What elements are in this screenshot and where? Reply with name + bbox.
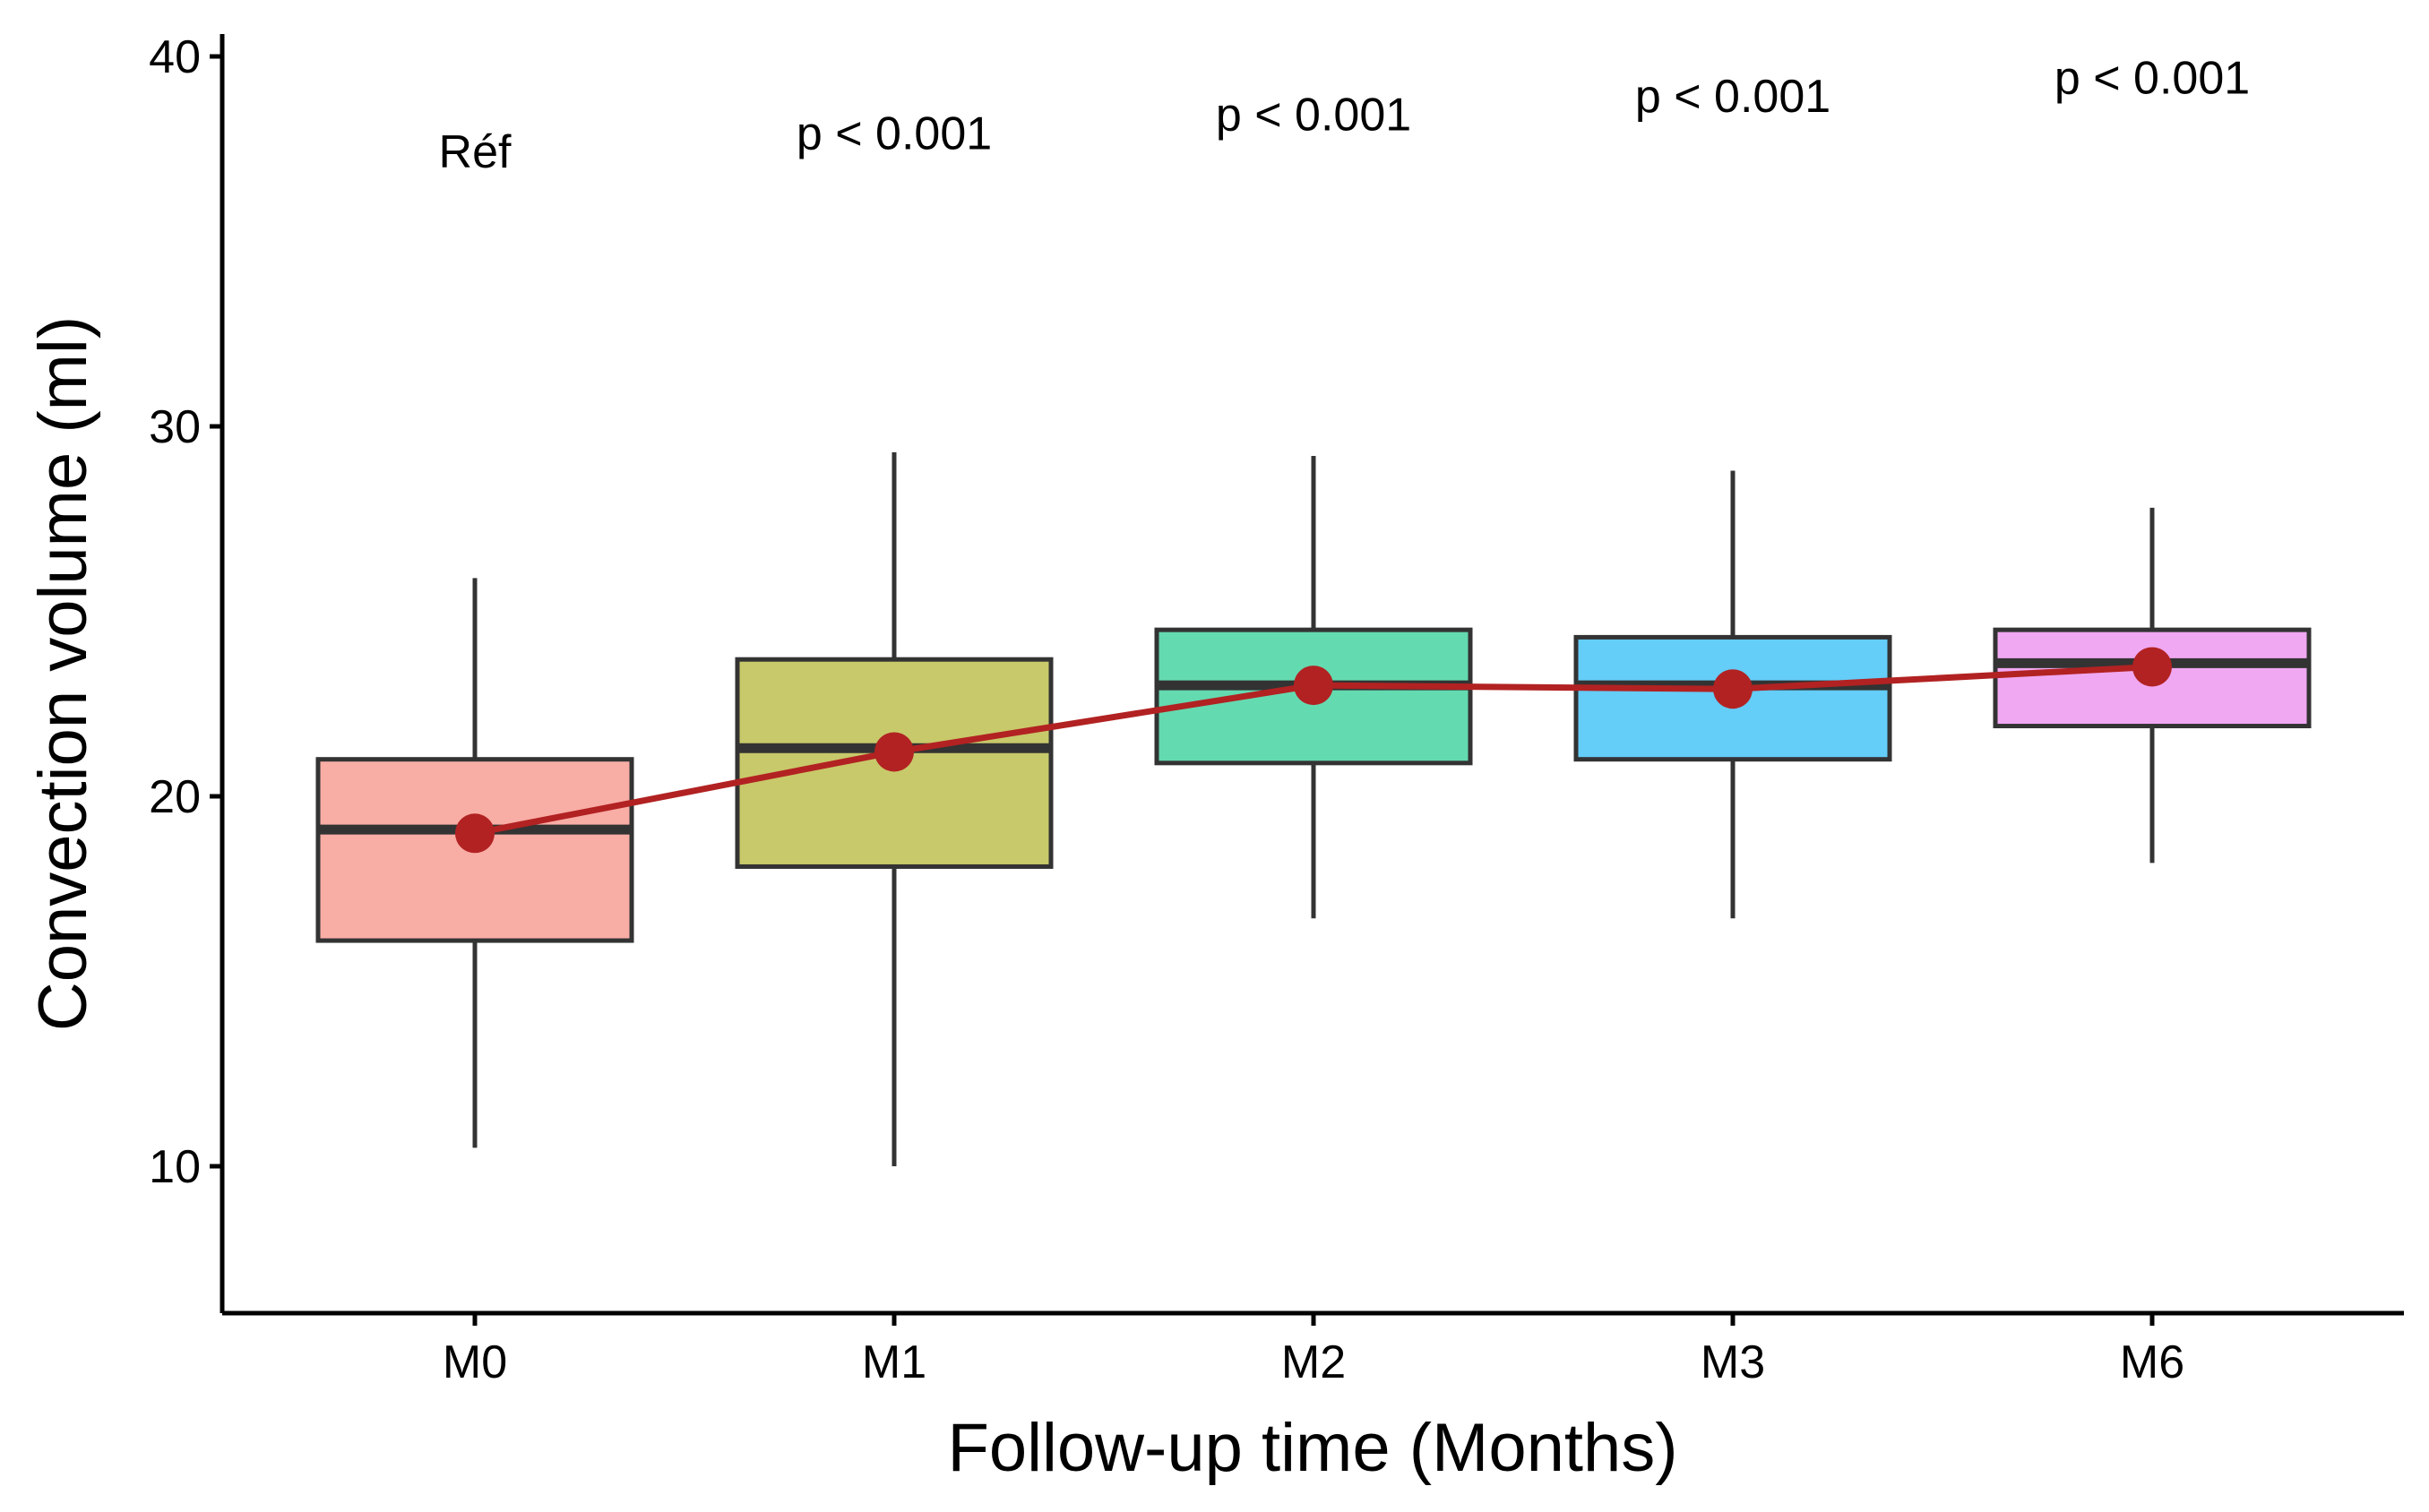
p-value-annotation: p < 0.001: [1216, 90, 1411, 142]
y-tick-label: 30: [149, 401, 201, 453]
p-value-annotation: p < 0.001: [797, 107, 992, 159]
mean-point: [455, 813, 495, 854]
y-tick-label: 40: [149, 31, 201, 83]
x-axis-title: Follow-up time (Months): [947, 1410, 1677, 1486]
mean-point: [874, 732, 914, 772]
plot-area: Réf p < 0.001 p < 0.001 p < 0.001 p < 0.001: [315, 52, 2312, 1166]
x-tick-label: M6: [2120, 1336, 2184, 1388]
p-value-annotation: Réf: [439, 126, 512, 178]
y-tick-label: 20: [149, 771, 201, 823]
mean-point: [1713, 669, 1753, 709]
y-axis-ticks: 10 20 30 40: [149, 31, 222, 1193]
x-tick-label: M0: [443, 1336, 507, 1388]
y-axis-title: Convection volume (ml): [25, 316, 101, 1031]
p-value-annotation: p < 0.001: [2054, 52, 2250, 104]
x-tick-label: M3: [1701, 1336, 1765, 1388]
mean-point: [1294, 666, 1333, 706]
x-axis-ticks: M0 M1 M2 M3 M6: [443, 1313, 2184, 1388]
x-tick-label: M2: [1281, 1336, 1346, 1388]
mean-point: [2132, 647, 2172, 687]
y-tick-label: 10: [149, 1141, 201, 1193]
p-value-annotation: p < 0.001: [1635, 71, 1830, 123]
x-tick-label: M1: [862, 1336, 926, 1388]
